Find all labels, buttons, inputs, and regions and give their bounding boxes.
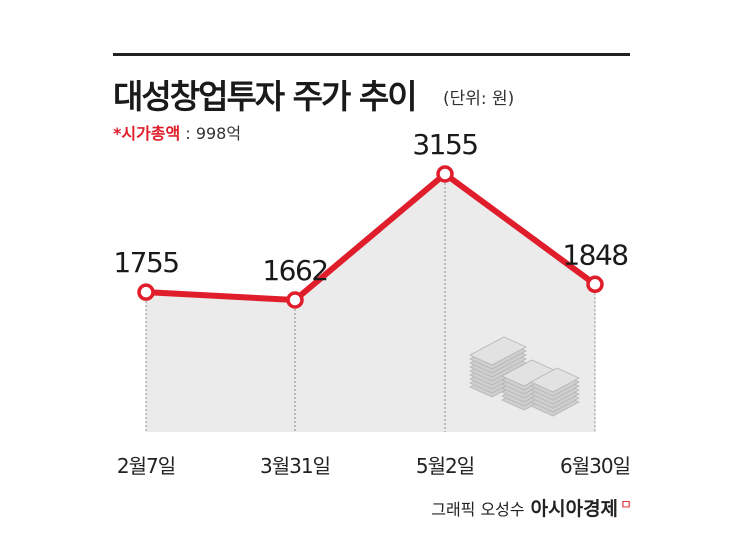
market-cap-separator: :	[180, 124, 196, 143]
x-tick-label-3: 5월2일	[416, 454, 474, 478]
brand-mark-icon: ㅁ	[620, 498, 632, 513]
series-line	[143, 171, 598, 303]
data-label-4: 1848	[562, 238, 627, 271]
market-cap-label: *시가총액	[113, 124, 181, 143]
x-tick-label-4: 6월30일	[560, 454, 630, 478]
credit-byline: 그래픽 오성수	[431, 500, 525, 519]
credit: 그래픽 오성수 아시아경제 ㅁ	[431, 494, 632, 521]
data-label-1: 1755	[113, 246, 178, 279]
data-point-4	[586, 275, 604, 294]
market-cap-note: *시가총액 : 998억	[113, 120, 241, 144]
market-cap-value: 998억	[195, 124, 242, 143]
data-point-2	[286, 291, 304, 309]
unit-label: (단위: 원)	[443, 89, 515, 109]
data-label-3: 3155	[412, 128, 477, 161]
x-tick-label-2: 3월31일	[260, 454, 330, 478]
money-stack-icon	[469, 336, 580, 417]
x-tick-label-1: 2월7일	[117, 454, 175, 478]
top-rule	[113, 53, 630, 56]
data-point-1	[137, 283, 155, 301]
credit-brand: 아시아경제	[530, 498, 619, 520]
data-point-3	[436, 165, 454, 183]
data-label-2: 1662	[262, 254, 327, 287]
chart-title: 대성창업투자 주가 추이	[113, 77, 418, 116]
